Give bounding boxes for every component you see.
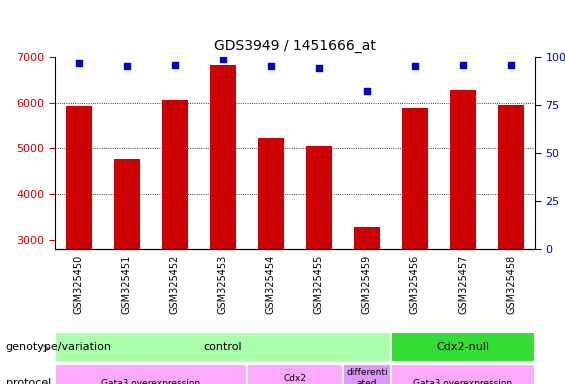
Text: control: control xyxy=(203,342,242,352)
Bar xyxy=(162,100,188,377)
Bar xyxy=(114,159,140,377)
Title: GDS3949 / 1451666_at: GDS3949 / 1451666_at xyxy=(214,39,376,53)
Bar xyxy=(498,105,524,377)
Text: Cdx2
overexpression: Cdx2 overexpression xyxy=(260,374,329,384)
Text: Gata3 overexpression: Gata3 overexpression xyxy=(414,379,512,384)
Point xyxy=(122,63,131,70)
Bar xyxy=(343,364,391,384)
Bar xyxy=(402,109,428,377)
Text: GSM325451: GSM325451 xyxy=(122,255,132,314)
Point xyxy=(410,63,419,70)
Text: GSM325453: GSM325453 xyxy=(218,255,228,314)
Text: protocol: protocol xyxy=(6,378,51,384)
Text: GSM325459: GSM325459 xyxy=(362,255,372,314)
Bar xyxy=(450,90,476,377)
Text: genotype/variation: genotype/variation xyxy=(6,342,112,352)
Point xyxy=(363,88,372,94)
Text: GSM325450: GSM325450 xyxy=(74,255,84,314)
Point xyxy=(459,61,468,68)
Point xyxy=(506,61,515,68)
Point xyxy=(218,56,227,62)
Point xyxy=(74,60,84,66)
Bar xyxy=(391,332,535,362)
Bar xyxy=(391,364,535,384)
Text: GSM325454: GSM325454 xyxy=(266,255,276,314)
Bar xyxy=(66,106,92,377)
Text: GSM325455: GSM325455 xyxy=(314,255,324,314)
Bar xyxy=(258,138,284,377)
Bar xyxy=(306,146,332,377)
Text: GSM325458: GSM325458 xyxy=(506,255,516,314)
Point xyxy=(267,63,276,70)
Text: differenti
ated
control: differenti ated control xyxy=(346,368,388,384)
Point xyxy=(171,61,180,68)
Text: GSM325457: GSM325457 xyxy=(458,255,468,314)
Text: GSM325452: GSM325452 xyxy=(170,255,180,314)
Text: GSM325456: GSM325456 xyxy=(410,255,420,314)
Point xyxy=(314,65,323,71)
Bar xyxy=(247,364,343,384)
Bar xyxy=(55,364,247,384)
Bar xyxy=(354,227,380,377)
Bar xyxy=(55,332,391,362)
Text: Cdx2-null: Cdx2-null xyxy=(436,342,490,352)
Text: Gata3 overexpression: Gata3 overexpression xyxy=(101,379,201,384)
Bar xyxy=(210,65,236,377)
